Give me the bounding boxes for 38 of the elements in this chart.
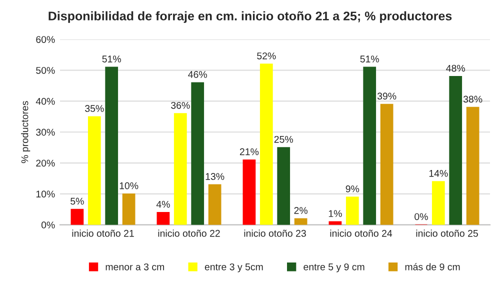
y-tick-label: 40% <box>36 98 55 105</box>
chart-title: Disponibilidad de forraje en cm. inicio otoño 21 a 25; % productores <box>48 11 452 23</box>
data-label: 9% <box>346 185 360 192</box>
x-tick-label: inicio otoño 22 <box>158 230 220 237</box>
data-label: 13% <box>206 173 224 180</box>
data-label: 21% <box>240 148 259 156</box>
data-label: 39% <box>377 92 396 100</box>
x-tick-label: inicio otoño 21 <box>72 230 134 237</box>
y-axis-title: % productores <box>21 101 30 164</box>
legend-label: entre 5 y 9 cm <box>304 263 364 272</box>
y-tick-label: 0% <box>41 222 55 228</box>
data-label: 51% <box>360 56 379 62</box>
data-label: 2% <box>294 207 308 214</box>
legend-label: menor a 3 cm <box>106 263 164 270</box>
data-label: 1% <box>328 210 342 217</box>
y-tick-label: 60% <box>36 36 55 43</box>
x-tick-label: inicio otoño 24 <box>330 230 392 237</box>
x-tick-label: inicio otoño 23 <box>244 230 306 237</box>
data-label: 52% <box>257 52 276 60</box>
data-label: 35% <box>85 105 104 112</box>
data-label: 10% <box>120 182 138 190</box>
data-label: 0% <box>414 213 428 220</box>
data-label: 25% <box>274 136 293 143</box>
data-label: 36% <box>171 102 190 109</box>
data-label: 46% <box>188 71 207 78</box>
x-tick-label: inicio otoño 25 <box>416 230 478 237</box>
legend-label: entre 3 y 5cm <box>204 263 263 272</box>
y-tick-label: 10% <box>36 190 55 198</box>
y-tick-label: 20% <box>36 160 55 167</box>
data-label: 14% <box>429 170 448 177</box>
y-tick-label: 50% <box>36 66 55 74</box>
data-label: 5% <box>70 198 84 205</box>
data-label: 48% <box>446 64 465 72</box>
legend-label: más de 9 cm <box>405 263 460 270</box>
y-tick-label: 30% <box>36 128 55 136</box>
data-label: 51% <box>102 56 121 62</box>
data-label: 38% <box>463 96 482 103</box>
data-label: 4% <box>156 200 170 208</box>
